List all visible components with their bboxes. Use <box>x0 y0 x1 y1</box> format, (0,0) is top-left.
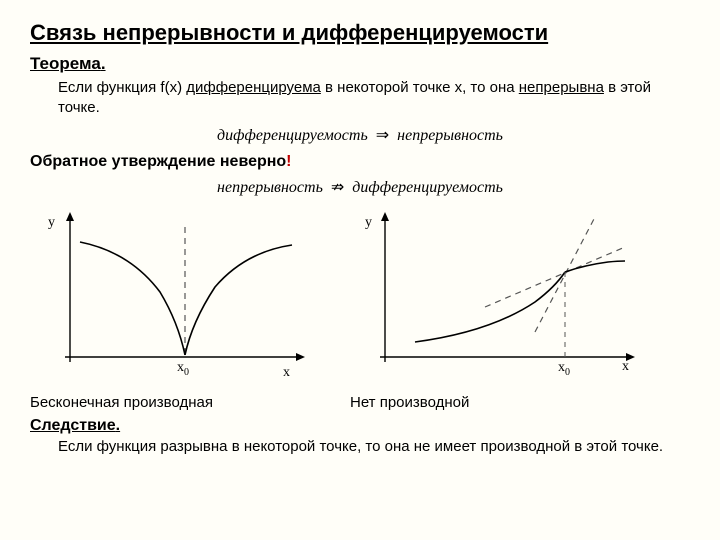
corollary-label: Следствие. <box>30 417 690 435</box>
chart-captions: Бесконечная производная Нет производной <box>30 394 690 411</box>
page-title: Связь непрерывности и дифференцируемости <box>30 20 690 46</box>
chart2-svg <box>360 207 650 377</box>
chart2-x-label: x <box>622 359 629 375</box>
corollary-text: Если функция разрывна в некоторой точке,… <box>30 437 690 457</box>
chart1-x-label: x <box>283 365 290 381</box>
chart1-x0-label: x0 <box>177 360 189 378</box>
theorem-text: Если функция f(x) дифференцируема в неко… <box>30 78 690 119</box>
chart2-caption: Нет производной <box>350 394 690 411</box>
theorem-label: Теорема. <box>30 54 690 74</box>
chart-no-derivative: y x0 x <box>360 207 650 382</box>
converse-statement: Обратное утверждение неверно! <box>30 153 690 171</box>
charts-row: y x0 x y x0 x <box>30 207 690 382</box>
chart1-caption: Бесконечная производная <box>30 394 350 411</box>
chart2-x0-label: x0 <box>558 360 570 378</box>
chart1-svg <box>30 207 320 377</box>
chart1-y-label: y <box>48 215 55 231</box>
implication-forward: дифференцируемость ⇒ непрерывность <box>30 125 690 145</box>
chart2-y-label: y <box>365 215 372 231</box>
chart-infinite-derivative: y x0 x <box>30 207 320 382</box>
implication-backward: непрерывность ⇏ дифференцируемость <box>30 177 690 197</box>
